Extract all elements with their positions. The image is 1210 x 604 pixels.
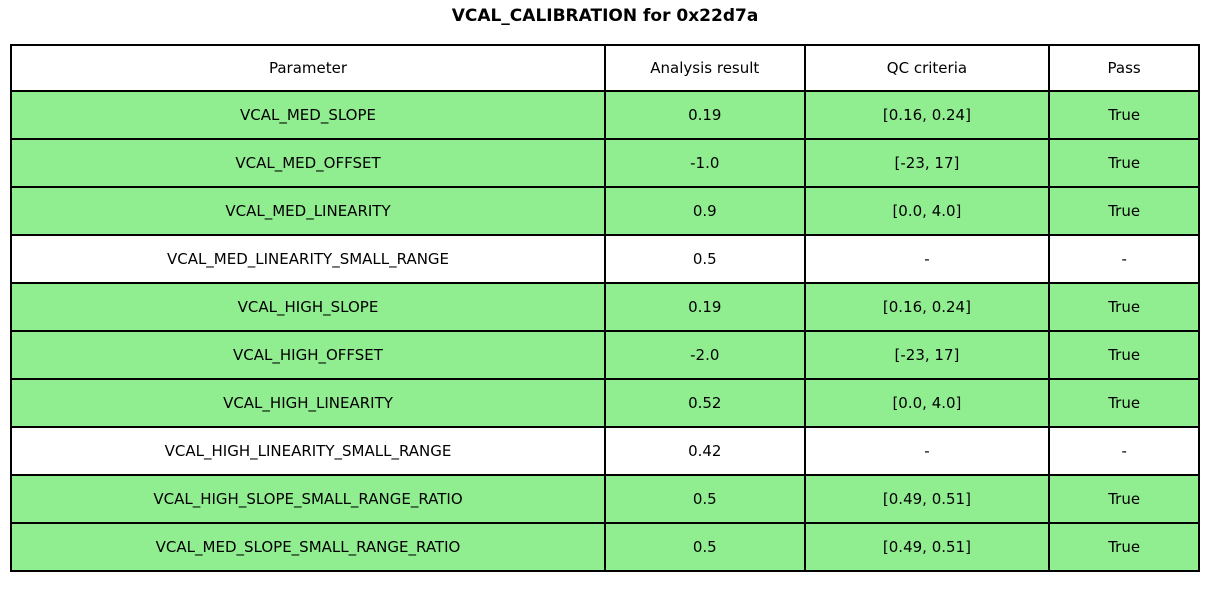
cell-qc-criteria: [0.49, 0.51] — [803, 522, 1051, 572]
table-row: VCAL_HIGH_SLOPE 0.19 [0.16, 0.24] True — [10, 282, 1200, 332]
cell-qc-criteria: - — [803, 426, 1051, 476]
cell-pass: True — [1048, 90, 1200, 140]
cell-pass: True — [1048, 522, 1200, 572]
cell-analysis-result: 0.42 — [604, 426, 806, 476]
cell-qc-criteria: [-23, 17] — [803, 330, 1051, 380]
cell-analysis-result: 0.5 — [604, 234, 806, 284]
table-row: VCAL_HIGH_SLOPE_SMALL_RANGE_RATIO 0.5 [0… — [10, 474, 1200, 524]
cell-qc-criteria: [0.0, 4.0] — [803, 186, 1051, 236]
cell-qc-criteria: [0.16, 0.24] — [803, 90, 1051, 140]
column-header-analysis-result: Analysis result — [604, 44, 806, 92]
cell-pass: True — [1048, 186, 1200, 236]
figure-title: VCAL_CALIBRATION for 0x22d7a — [451, 6, 759, 26]
cell-parameter: VCAL_MED_OFFSET — [10, 138, 606, 188]
cell-pass: - — [1048, 426, 1200, 476]
cell-parameter: VCAL_HIGH_LINEARITY — [10, 378, 606, 428]
cell-pass: True — [1048, 282, 1200, 332]
cell-analysis-result: -2.0 — [604, 330, 806, 380]
table-row: VCAL_MED_SLOPE_SMALL_RANGE_RATIO 0.5 [0.… — [10, 522, 1200, 572]
cell-analysis-result: -1.0 — [604, 138, 806, 188]
cell-analysis-result: 0.52 — [604, 378, 806, 428]
cell-parameter: VCAL_HIGH_LINEARITY_SMALL_RANGE — [10, 426, 606, 476]
cell-qc-criteria: - — [803, 234, 1051, 284]
cell-pass: True — [1048, 330, 1200, 380]
cell-analysis-result: 0.9 — [604, 186, 806, 236]
cell-analysis-result: 0.19 — [604, 90, 806, 140]
cell-parameter: VCAL_MED_SLOPE — [10, 90, 606, 140]
table-row: VCAL_MED_LINEARITY 0.9 [0.0, 4.0] True — [10, 186, 1200, 236]
cell-analysis-result: 0.19 — [604, 282, 806, 332]
cell-qc-criteria: [0.16, 0.24] — [803, 282, 1051, 332]
cell-parameter: VCAL_MED_LINEARITY — [10, 186, 606, 236]
table-row: VCAL_HIGH_LINEARITY_SMALL_RANGE 0.42 - - — [10, 426, 1200, 476]
cell-parameter: VCAL_HIGH_SLOPE_SMALL_RANGE_RATIO — [10, 474, 606, 524]
cell-qc-criteria: [0.0, 4.0] — [803, 378, 1051, 428]
cell-qc-criteria: [0.49, 0.51] — [803, 474, 1051, 524]
cell-pass: True — [1048, 474, 1200, 524]
table-row: VCAL_MED_SLOPE 0.19 [0.16, 0.24] True — [10, 90, 1200, 140]
cell-analysis-result: 0.5 — [604, 522, 806, 572]
table-row: VCAL_HIGH_LINEARITY 0.52 [0.0, 4.0] True — [10, 378, 1200, 428]
column-header-qc-criteria: QC criteria — [803, 44, 1051, 92]
header-row: Parameter Analysis result QC criteria Pa… — [10, 44, 1200, 92]
table-row: VCAL_MED_LINEARITY_SMALL_RANGE 0.5 - - — [10, 234, 1200, 284]
cell-pass: True — [1048, 378, 1200, 428]
column-header-parameter: Parameter — [10, 44, 606, 92]
cell-parameter: VCAL_MED_SLOPE_SMALL_RANGE_RATIO — [10, 522, 606, 572]
column-header-pass: Pass — [1048, 44, 1200, 92]
cell-qc-criteria: [-23, 17] — [803, 138, 1051, 188]
cell-pass: True — [1048, 138, 1200, 188]
cell-parameter: VCAL_HIGH_OFFSET — [10, 330, 606, 380]
cell-analysis-result: 0.5 — [604, 474, 806, 524]
table-row: VCAL_MED_OFFSET -1.0 [-23, 17] True — [10, 138, 1200, 188]
cell-pass: - — [1048, 234, 1200, 284]
cell-parameter: VCAL_HIGH_SLOPE — [10, 282, 606, 332]
table-row: VCAL_HIGH_OFFSET -2.0 [-23, 17] True — [10, 330, 1200, 380]
qc-results-table: Parameter Analysis result QC criteria Pa… — [10, 44, 1200, 572]
cell-parameter: VCAL_MED_LINEARITY_SMALL_RANGE — [10, 234, 606, 284]
